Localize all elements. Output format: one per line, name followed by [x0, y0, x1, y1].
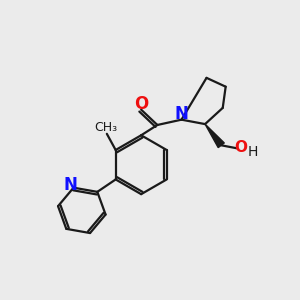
Polygon shape	[205, 124, 224, 148]
Text: N: N	[63, 176, 77, 194]
Text: O: O	[234, 140, 247, 155]
Text: N: N	[175, 105, 189, 123]
Text: CH₃: CH₃	[94, 121, 117, 134]
Text: O: O	[134, 95, 148, 113]
Text: H: H	[248, 145, 258, 159]
